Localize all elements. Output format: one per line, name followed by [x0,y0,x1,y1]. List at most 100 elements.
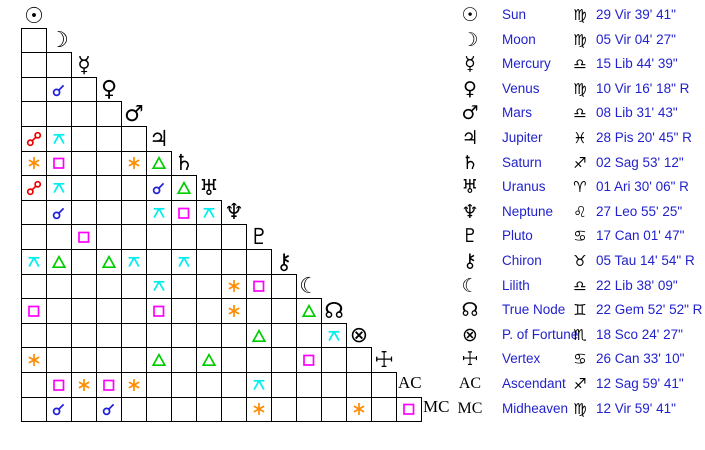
planet-row-vertex: ☩ Vertex ♋ 26 Can 33' 10" [455,347,705,372]
aspect-cell-empty [196,273,222,300]
aspect-cell-empty [146,396,172,423]
aspect-cell-midheaven-pluto [246,396,272,423]
aspect-cell-empty [196,298,222,324]
grid-planet-glyph-pluto: ♇ [249,224,269,250]
aspect-cell-empty [271,298,297,324]
aspect-cell-empty [71,347,97,373]
aspect-cell-empty [46,52,72,78]
aspect-cell-jupiter-moon [46,126,72,152]
aspect-cell-empty [121,126,147,152]
aspect-cell-empty [371,372,397,398]
square-aspect-icon [153,305,165,317]
trine-aspect-icon [251,328,267,342]
aspect-cell-empty [146,224,172,250]
grid-planet-glyph-chiron: ⚷ [275,249,293,275]
zodiac-sign-glyph: ♍ [573,399,587,418]
aspect-cell-empty [171,273,197,300]
aspect-cell-empty [171,347,197,373]
aspect-cell-neptune-jupiter [146,199,172,226]
quincunx-aspect-icon [178,256,190,267]
planet-name: Uranus [502,179,546,195]
aspect-cell-empty [96,273,122,300]
aspect-cell-empty [71,199,97,226]
aspect-cell-empty [271,396,297,423]
aspect-cell-empty [71,150,97,177]
aspect-cell-empty [71,396,97,423]
planet-row-neptune: ♆ Neptune ♌ 27 Leo 55' 25" [455,200,705,225]
aspect-cell-empty [346,347,372,373]
aspect-cell-empty [221,224,247,250]
planet-glyph-jupiter: ♃ [461,127,479,149]
planet-glyph-fortune: ⊗ [462,323,478,346]
aspect-cell-empty [171,298,197,324]
aspectarian-grid: ☉ ☽ ☿ ♀ ♂ ♃ ♄ ♅ ♆ ♇ ⚷ ☾ ☊ ⊗ ☩ AC MC [21,4,449,423]
aspect-cell-empty [121,396,147,423]
planet-position-text: 18 Sco 24' 27" [596,326,683,342]
aspect-cell-empty [96,224,122,250]
grid-planet-glyph-neptune: ♆ [224,200,244,226]
zodiac-sign-glyph: ♐ [573,375,587,393]
aspect-cell-empty [21,322,47,349]
planet-name: Jupiter [502,130,543,145]
aspect-cell-midheaven-fortune [346,396,372,423]
aspect-cell-empty [121,199,147,226]
aspect-cell-empty [21,76,47,103]
planet-name: Venus [502,80,540,96]
aspect-cell-empty [21,224,47,250]
planet-row-ascendant: AC Ascendant ♐ 12 Sag 59' 41" [455,372,705,397]
aspect-cell-empty [171,322,197,349]
sextile-aspect-icon [353,403,365,416]
zodiac-sign-glyph: ♍ [573,30,587,49]
aspect-cell-empty [221,249,247,275]
sextile-aspect-icon [128,378,140,391]
zodiac-sign-glyph: ♋ [573,227,587,246]
aspect-cell-empty [246,347,272,373]
aspect-cell-empty [121,347,147,373]
planet-glyph-sun: ☉ [461,4,479,26]
aspect-cell-empty [21,199,47,226]
grid-planet-glyph-lilith: ☾ [299,274,319,300]
trine-aspect-icon [176,180,192,195]
aspect-cell-empty [221,372,247,398]
aspect-cell-saturn-mars [121,150,147,177]
zodiac-sign-glyph: ♎ [573,104,587,123]
aspect-cell-uranus-saturn [171,175,197,201]
planet-position-text: 12 Sag 59' 41" [596,376,684,391]
aspect-cell-empty [321,396,347,423]
aspect-cell-empty [196,396,222,423]
planet-row-mars: ♂ Mars ♎ 08 Lib 31' 43" [455,101,705,126]
zodiac-sign-glyph: ♋ [573,350,587,369]
square-aspect-icon [303,354,315,367]
aspect-cell-empty [371,396,397,423]
aspect-cell-empty [71,249,97,275]
aspect-cell-empty [21,101,47,127]
aspect-cell-chiron-venus [96,249,122,275]
planet-row-mercury: ☿ Mercury ♎ 15 Lib 44' 39" [455,52,705,77]
planet-name: Sun [502,7,527,22]
grid-planet-glyph-venus: ♀ [100,77,118,103]
sextile-aspect-icon [253,403,265,416]
aspect-cell-empty [46,322,72,349]
planet-glyph-venus: ♀ [463,77,477,100]
aspect-cell-empty [346,372,372,398]
planet-name: Moon [502,31,536,47]
zodiac-sign-glyph: ♈ [573,178,587,197]
grid-planet-glyph-moon: ☽ [49,28,69,54]
aspect-cell-empty [196,372,222,398]
planet-glyph-moon: ☽ [461,28,479,51]
trine-aspect-icon [201,353,217,367]
opposition-aspect-icon [26,180,42,196]
planet-glyph-chiron: ⚷ [463,250,477,272]
planet-name: P. of Fortune [502,326,579,342]
planet-row-chiron: ⚷ Chiron ♉ 05 Tau 14' 54" R [455,249,705,274]
square-aspect-icon [53,379,65,391]
trine-aspect-icon [101,254,117,268]
planet-position-text: 28 Pis 20' 45" R [596,130,692,145]
aspect-cell-empty [196,249,222,275]
opposition-aspect-icon [26,131,42,146]
sextile-aspect-icon [228,304,240,317]
conjunction-aspect-icon [152,182,165,195]
aspect-cell-neptune-moon [46,199,72,226]
aspect-cell-neptune-uranus [196,199,222,226]
aspect-cell-vertex-uranus [196,347,222,373]
